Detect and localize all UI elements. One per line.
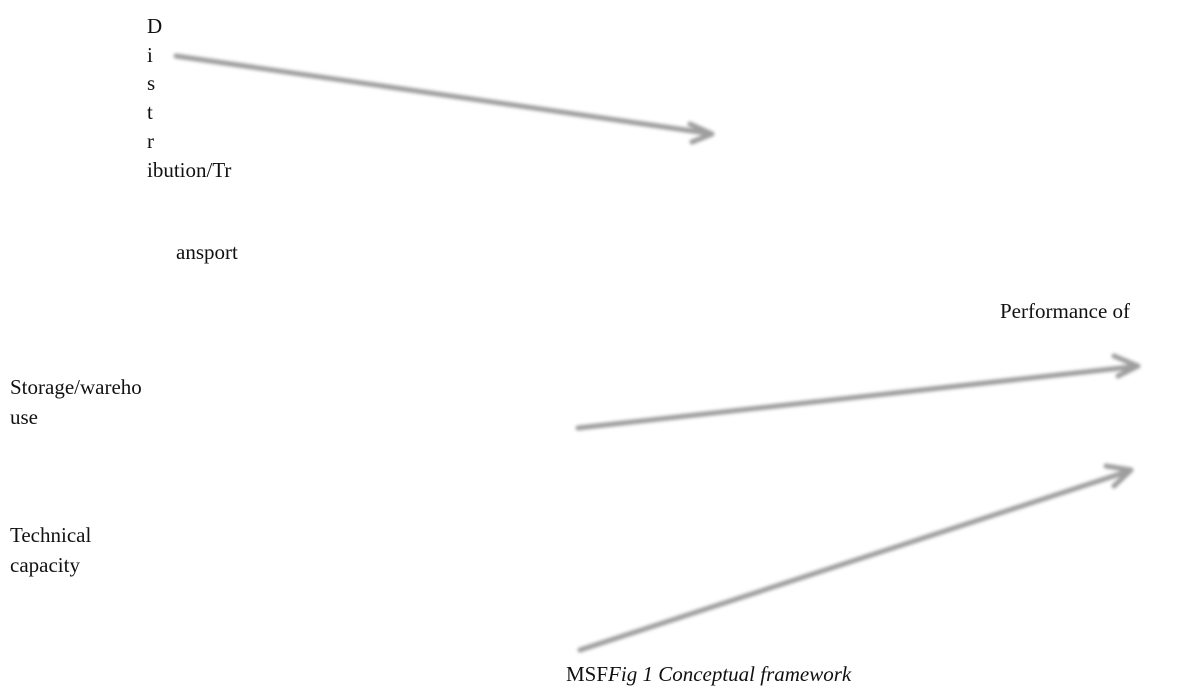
distribution-letter: s xyxy=(147,71,156,96)
arrow-technical xyxy=(577,463,1134,653)
caption-text: Fig 1 Conceptual framework xyxy=(608,662,852,686)
technical-line-1: Technical xyxy=(10,523,92,547)
storage-line-2: use xyxy=(10,405,38,429)
storage-line-1: Storage/wareho xyxy=(10,375,142,399)
technical-line-2: capacity xyxy=(10,553,80,577)
arrow-storage xyxy=(575,353,1141,431)
distribution-line-2: ansport xyxy=(176,240,238,264)
distribution-letter: t xyxy=(147,100,153,125)
distribution-letter: r xyxy=(147,128,154,153)
arrow-distribution xyxy=(173,53,715,145)
storage-label: Storage/wareho use xyxy=(10,372,142,432)
distribution-letter: D xyxy=(147,14,163,38)
distribution-letter: i xyxy=(147,42,153,67)
caption-prefix: MSF xyxy=(566,662,609,686)
performance-label: Performance of xyxy=(1000,299,1131,323)
distribution-line-1: ibution/Tr xyxy=(147,157,232,182)
figure-caption: MSFFig 1 Conceptual framework xyxy=(566,660,851,688)
distribution-stacked-letters: D i s t r ibution/Tr xyxy=(147,12,231,184)
technical-capacity-label: Technical capacity xyxy=(10,520,91,580)
